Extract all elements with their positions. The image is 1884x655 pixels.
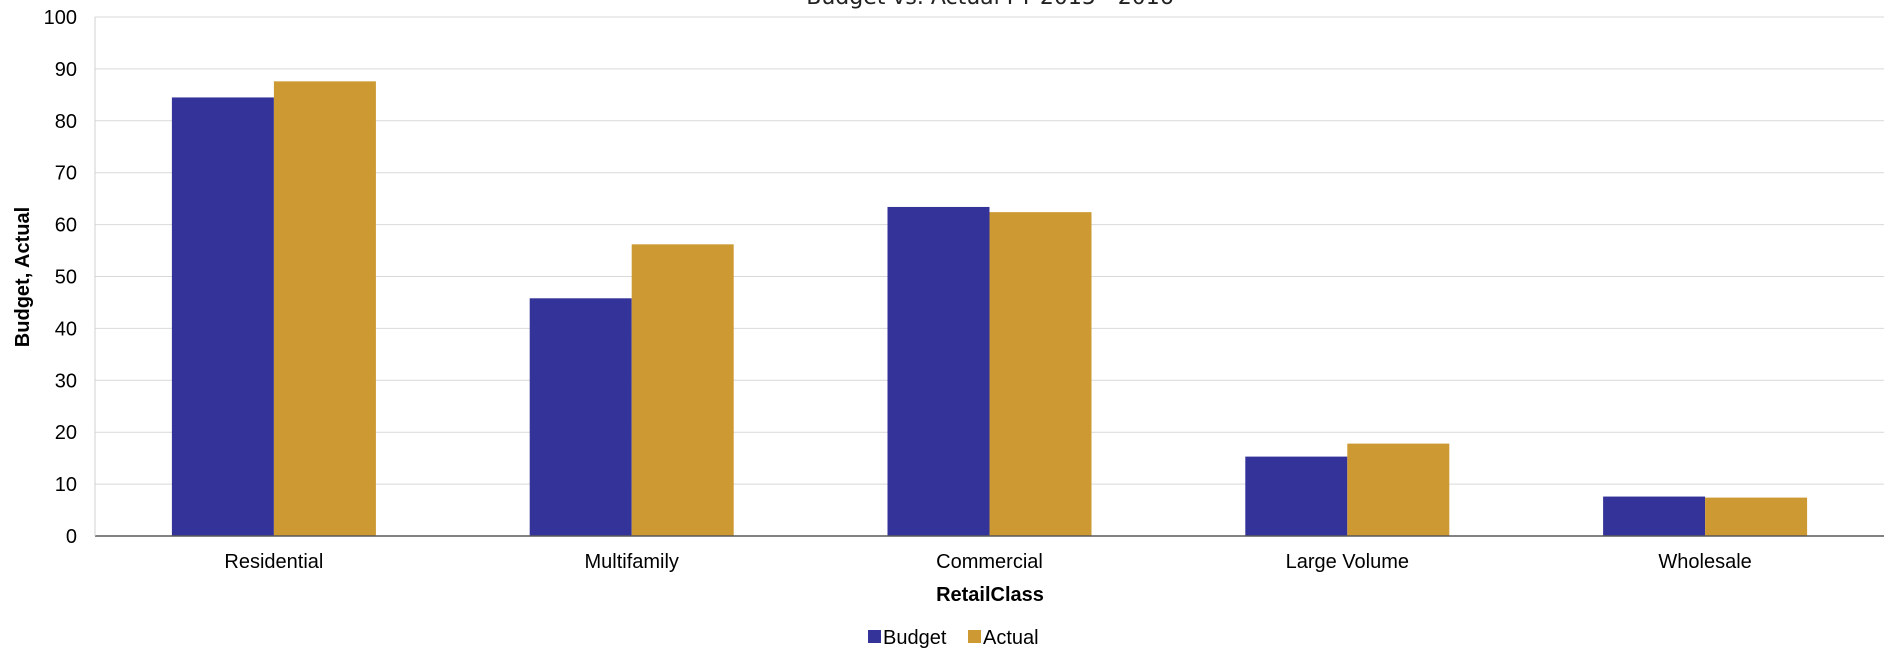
y-tick-label: 70 [55,163,77,185]
x-category-label: Residential [224,551,323,573]
bars [171,81,1808,537]
bar-budget [1245,456,1348,536]
legend-swatch-budget [868,630,881,643]
y-tick-label: 40 [55,318,77,340]
y-tick-label: 100 [44,7,77,29]
y-axis-title: Budget, Actual [12,207,34,347]
y-tick-label: 60 [55,215,77,237]
x-axis-labels: Residential Multifamily Commercial Large Vo… [224,551,1751,573]
bar-budget [171,97,274,536]
bar-budget [529,298,632,536]
y-axis-ticks: 0 10 20 30 40 50 60 70 80 90 100 [44,7,77,548]
y-tick-label: 30 [55,370,77,392]
legend-label-actual: Actual [983,627,1039,649]
bar-actual [631,244,734,536]
bar-actual [989,212,1092,537]
bar-actual [1705,497,1808,536]
x-category-label: Commercial [936,551,1043,573]
bar-budget [1603,496,1706,536]
x-category-label: Large Volume [1286,551,1409,573]
y-tick-label: 0 [66,526,77,548]
x-category-label: Wholesale [1658,551,1751,573]
chart-title: Budget vs. Actual FY 2015 - 2016 [806,0,1174,10]
y-tick-label: 50 [55,267,77,289]
bar-budget [887,206,990,537]
x-category-label: Multifamily [584,551,678,573]
legend-label-budget: Budget [883,627,947,649]
legend-swatch-actual [968,630,981,643]
y-tick-label: 90 [55,59,77,81]
x-axis-title: RetailClass [936,584,1044,606]
y-tick-label: 80 [55,111,77,133]
y-tick-label: 10 [55,474,77,496]
y-tick-label: 20 [55,422,77,444]
bar-actual [1347,443,1450,536]
legend: Budget Actual [868,627,1039,649]
bar-actual [273,81,376,536]
